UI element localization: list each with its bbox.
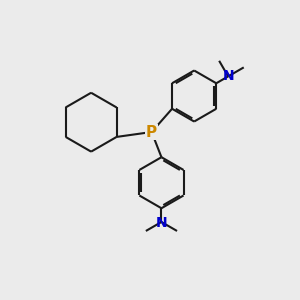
Text: N: N [156, 216, 167, 230]
Text: P: P [146, 124, 157, 140]
Text: N: N [223, 69, 235, 83]
